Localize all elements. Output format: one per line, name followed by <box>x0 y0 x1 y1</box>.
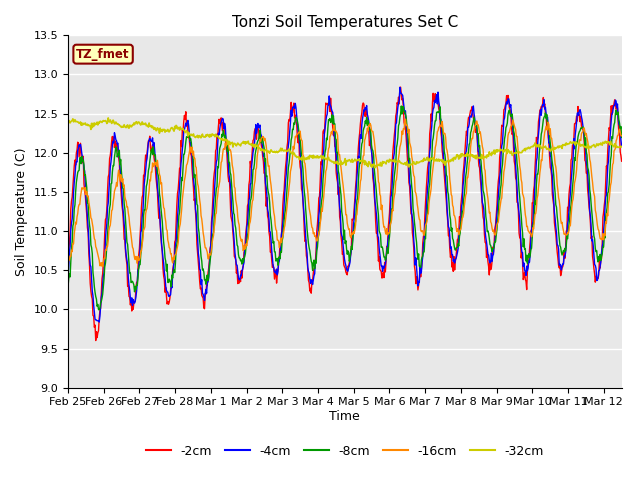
-16cm <box>419 228 426 234</box>
-16cm <box>99 264 106 269</box>
-16cm <box>401 120 408 125</box>
Title: Tonzi Soil Temperatures Set C: Tonzi Soil Temperatures Set C <box>232 15 458 30</box>
Line: -2cm: -2cm <box>68 87 621 340</box>
-32cm <box>387 158 395 164</box>
Line: -32cm: -32cm <box>68 118 621 168</box>
-32cm <box>486 149 493 155</box>
-2cm <box>99 271 106 277</box>
-2cm <box>387 195 394 201</box>
-8cm <box>618 134 625 140</box>
-8cm <box>542 116 550 121</box>
-16cm <box>98 260 106 265</box>
Line: -4cm: -4cm <box>68 87 621 322</box>
-4cm <box>419 259 426 265</box>
-32cm <box>64 121 72 127</box>
-2cm <box>419 258 426 264</box>
Y-axis label: Soil Temperature (C): Soil Temperature (C) <box>15 147 28 276</box>
-8cm <box>64 284 72 289</box>
-4cm <box>402 108 410 114</box>
-2cm <box>486 272 493 278</box>
-16cm <box>402 116 410 122</box>
-8cm <box>99 291 106 297</box>
-4cm <box>486 257 493 263</box>
-16cm <box>64 261 72 267</box>
-32cm <box>402 160 410 166</box>
-16cm <box>486 210 493 216</box>
-4cm <box>99 281 106 287</box>
-2cm <box>618 158 625 164</box>
Text: TZ_fmet: TZ_fmet <box>76 48 130 60</box>
-8cm <box>397 103 405 109</box>
-16cm <box>387 222 394 228</box>
-2cm <box>397 84 404 90</box>
-2cm <box>64 261 72 266</box>
-8cm <box>387 225 394 230</box>
-2cm <box>92 337 100 343</box>
-2cm <box>402 126 410 132</box>
-32cm <box>542 145 550 151</box>
-32cm <box>618 144 625 150</box>
Line: -8cm: -8cm <box>68 106 621 310</box>
-32cm <box>371 165 379 170</box>
-8cm <box>486 236 493 241</box>
X-axis label: Time: Time <box>330 410 360 423</box>
-4cm <box>396 84 404 90</box>
-4cm <box>618 143 625 149</box>
-8cm <box>95 307 103 312</box>
-8cm <box>402 111 410 117</box>
Legend: -2cm, -4cm, -8cm, -16cm, -32cm: -2cm, -4cm, -8cm, -16cm, -32cm <box>141 440 549 463</box>
-4cm <box>95 319 103 325</box>
-32cm <box>104 115 112 121</box>
-4cm <box>542 110 550 116</box>
-16cm <box>618 133 625 139</box>
-32cm <box>98 120 106 125</box>
-16cm <box>542 123 550 129</box>
Line: -16cm: -16cm <box>68 119 621 266</box>
-8cm <box>419 254 426 260</box>
-2cm <box>542 113 550 119</box>
-4cm <box>64 276 72 282</box>
-4cm <box>387 212 394 217</box>
-32cm <box>419 159 426 165</box>
